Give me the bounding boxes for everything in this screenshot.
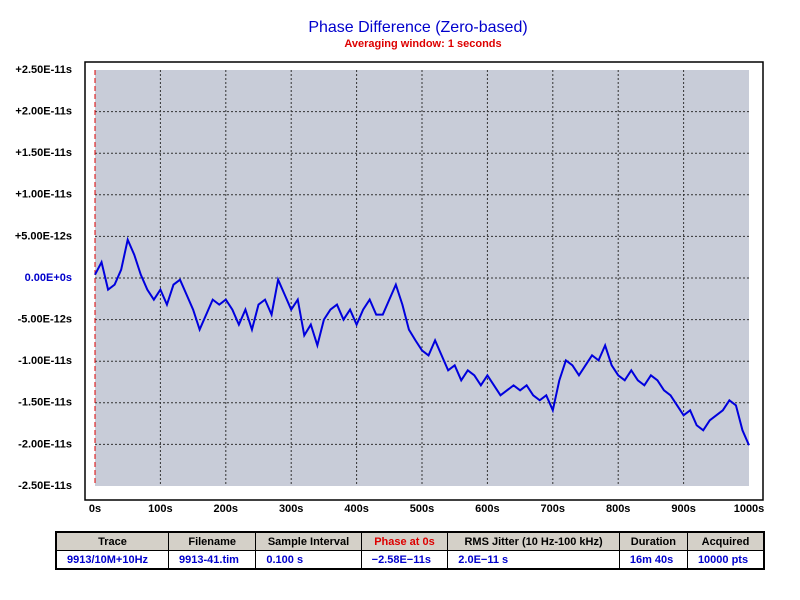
header-cell: Trace <box>55 531 170 551</box>
y-tick-label: +2.00E-11s <box>15 106 72 118</box>
y-tick-label: +1.50E-11s <box>15 147 72 159</box>
y-tick-label: -2.00E-11s <box>18 438 72 450</box>
y-tick-label: 0.00E+0s <box>25 272 72 284</box>
series-line <box>94 236 750 446</box>
x-tick-label: 0s <box>89 503 101 515</box>
table-cell: −2.58E−11s <box>360 550 449 570</box>
x-tick-label: 500s <box>410 503 434 515</box>
chart: Phase Difference (Zero-based) Averaging … <box>15 19 765 515</box>
table-cell: 16m 40s <box>618 550 688 570</box>
table-cell: 2.0E−11 s <box>447 550 620 570</box>
x-tick-label: 400s <box>344 503 368 515</box>
table-header: Trace Filename Sample Interval Phase at 0s R… <box>55 531 765 551</box>
header-cell: Duration <box>618 531 688 551</box>
y-tick-label: +2.50E-11s <box>15 64 72 76</box>
header-cell: Filename <box>168 531 257 551</box>
x-tick-label: 200s <box>214 503 238 515</box>
table-cell: 9913-41.tim <box>168 550 257 570</box>
y-tick-label: -1.00E-11s <box>18 355 72 367</box>
x-tick-label: 100s <box>148 503 172 515</box>
y-tick-label: -1.50E-11s <box>18 397 72 409</box>
x-tick-label: 1000s <box>734 503 765 515</box>
table-cell: 0.100 s <box>255 550 362 570</box>
header-cell: RMS Jitter (10 Hz-100 kHz) <box>447 531 620 551</box>
info-table: Trace Filename Sample Interval Phase at 0s R… <box>55 531 765 570</box>
x-tick-label: 600s <box>475 503 499 515</box>
header-cell: Phase at 0s <box>360 531 449 551</box>
x-tick-label: 700s <box>541 503 565 515</box>
y-tick-label: +5.00E-12s <box>15 230 72 242</box>
table-cell: 10000 pts <box>686 550 765 570</box>
y-tick-label: +1.00E-11s <box>15 189 72 201</box>
chart-title: Phase Difference (Zero-based) <box>308 19 527 36</box>
x-tick-label: 800s <box>606 503 630 515</box>
x-tick-label: 300s <box>279 503 303 515</box>
table-row: 9913/10M+10Hz 9913-41.tim 0.100 s −2.58E−11… <box>55 550 765 570</box>
header-cell: Sample Interval <box>255 531 362 551</box>
y-tick-label: -5.00E-12s <box>18 314 72 326</box>
table-cell: 9913/10M+10Hz <box>55 550 170 570</box>
y-tick-label: -2.50E-11s <box>18 480 72 492</box>
chart-subtitle: Averaging window: 1 seconds <box>344 38 501 50</box>
x-tick-label: 900s <box>671 503 695 515</box>
header-cell: Acquired <box>686 531 765 551</box>
